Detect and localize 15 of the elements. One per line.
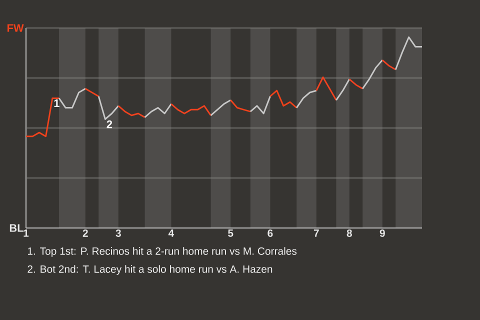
- x-tick-label: 2: [82, 230, 88, 237]
- x-tick-label: 5: [228, 230, 234, 237]
- text: FW: [8, 24, 24, 32]
- x-tick-label: 3: [116, 230, 121, 237]
- text: 2. Bot 2nd: T. Lacey hit a solo home run vs A. Hazen: [28, 265, 272, 275]
- x-tick-label: 9: [380, 230, 385, 237]
- x-tick-label: 8: [346, 230, 352, 237]
- text: 1. Top 1st: P. Recinos hit a 2-run home run vs M. Corrales: [28, 247, 297, 257]
- x-tick-label: 7: [314, 230, 319, 237]
- x-tick-label: 6: [268, 230, 273, 237]
- annotation: 2: [106, 120, 112, 128]
- annotation: 1: [54, 99, 60, 107]
- text: BL: [10, 224, 24, 232]
- x-tick-label: 4: [168, 230, 174, 237]
- x-tick-label: 1: [24, 230, 29, 237]
